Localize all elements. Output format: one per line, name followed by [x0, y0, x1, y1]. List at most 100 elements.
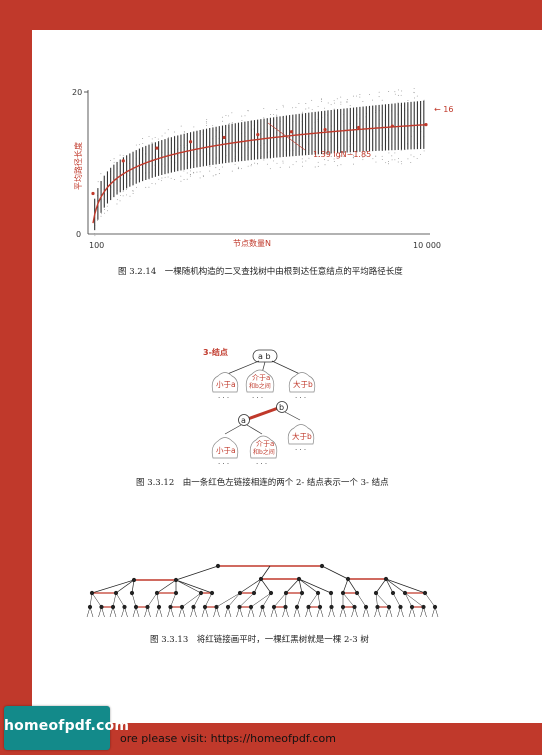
black-link: [131, 579, 135, 594]
trial-dot: [346, 102, 348, 103]
trial-dot: [401, 90, 403, 92]
trial-dot: [416, 157, 418, 159]
subtree-between: [245, 369, 275, 393]
tree-node: [268, 590, 274, 596]
y-axis-label: 平均路径长度: [73, 142, 83, 190]
trial-dot: [254, 162, 256, 164]
tree-node: [421, 604, 426, 610]
trial-dot: [218, 173, 220, 174]
tree-node: [315, 590, 321, 596]
path-length-chart: 20 0 100 10 000 节点数量N 平均路径长度 1.39 lgN−1.…: [72, 87, 453, 250]
trial-dot: [397, 102, 399, 104]
trial-dot: [413, 97, 415, 99]
three-node-diagram: 3-结点 a b 小于a 介于a 和b之间 大于b . . . . . . . …: [203, 347, 316, 466]
trial-dot: [151, 141, 153, 143]
trial-dot: [189, 174, 191, 176]
site-logo[interactable]: homeofpdf.com: [4, 706, 129, 750]
trial-dot: [401, 163, 403, 165]
svg-text:和b之间: 和b之间: [249, 382, 271, 390]
trial-dot: [317, 161, 319, 163]
trial-dot: [110, 159, 112, 161]
trial-dot: [186, 172, 188, 174]
trial-dot: [385, 162, 387, 164]
black-link: [204, 592, 213, 608]
footer-link-text[interactable]: ore please visit: https://homeofpdf.com: [120, 732, 336, 745]
trial-dot: [119, 200, 121, 202]
trial-dot: [302, 161, 303, 163]
trial-dot: [388, 152, 390, 154]
trial-dot: [394, 159, 396, 161]
trial-dot: [317, 156, 319, 158]
tree-node: [173, 577, 179, 583]
trial-dot: [372, 158, 374, 160]
black-link: [115, 592, 125, 608]
trial-dot: [394, 93, 396, 95]
trial-dot: [295, 106, 297, 108]
trial-dot: [183, 170, 185, 172]
trial-dot: [340, 164, 342, 166]
trial-dot: [324, 154, 326, 156]
trial-dot: [305, 103, 307, 104]
trial-dot: [301, 111, 303, 113]
trial-dot: [225, 114, 227, 116]
data-point: [323, 128, 327, 132]
tree-node: [214, 604, 219, 610]
trial-dot: [276, 109, 278, 110]
black-link: [156, 592, 160, 608]
trial-dot: [125, 189, 127, 191]
trial-dot: [273, 160, 274, 162]
black-link: [298, 578, 332, 594]
black-link: [131, 592, 137, 608]
black-link: [375, 592, 390, 608]
trial-dot: [100, 215, 102, 217]
tree-node: [156, 604, 162, 610]
svg-text:小于a: 小于a: [216, 380, 236, 389]
data-point: [357, 125, 361, 130]
trial-dot: [292, 107, 294, 109]
black-link: [342, 592, 355, 608]
tree-node: [248, 604, 254, 610]
tree-node: [87, 604, 93, 610]
trial-dot: [333, 161, 335, 163]
trial-dot: [122, 190, 124, 192]
x-tick-10000: 10 000: [413, 241, 441, 250]
trial-dot: [375, 161, 377, 163]
trial-dot: [387, 161, 389, 162]
tree-node: [133, 604, 139, 610]
formula-label: 1.39 lgN−1.85: [313, 150, 371, 159]
trial-dot: [155, 183, 156, 185]
tree-node: [113, 590, 119, 596]
trial-dot: [180, 125, 182, 127]
subtree-greater-b: [288, 372, 316, 393]
trial-dot: [215, 174, 217, 176]
trial-dot: [145, 186, 147, 188]
svg-text:小于a: 小于a: [216, 446, 236, 455]
trial-dot: [288, 166, 290, 168]
tree-node: [319, 563, 325, 569]
trial-dot: [129, 195, 131, 197]
black-link: [91, 579, 135, 594]
trial-dot: [158, 178, 160, 180]
trial-dot: [231, 112, 233, 114]
tree-node: [202, 604, 208, 610]
black-link: [298, 578, 319, 594]
trial-dot: [308, 107, 310, 109]
trial-dot: [317, 105, 319, 107]
trial-dot: [132, 193, 134, 195]
tree-node: [179, 604, 185, 610]
trial-dot: [135, 144, 137, 146]
trial-dot: [241, 115, 243, 117]
trial-dot: [308, 157, 310, 159]
trial-dot: [324, 159, 325, 161]
trial-dot: [209, 170, 211, 172]
trial-dot: [164, 176, 166, 178]
tree-node: [283, 590, 289, 596]
trial-dot: [199, 177, 201, 179]
tree-node: [375, 604, 380, 610]
trial-dot: [142, 142, 144, 144]
trial-dot: [122, 155, 124, 157]
trial-dot: [413, 156, 415, 158]
trial-dot: [212, 125, 214, 127]
trial-dot: [378, 91, 380, 93]
trial-dot: [282, 104, 284, 106]
